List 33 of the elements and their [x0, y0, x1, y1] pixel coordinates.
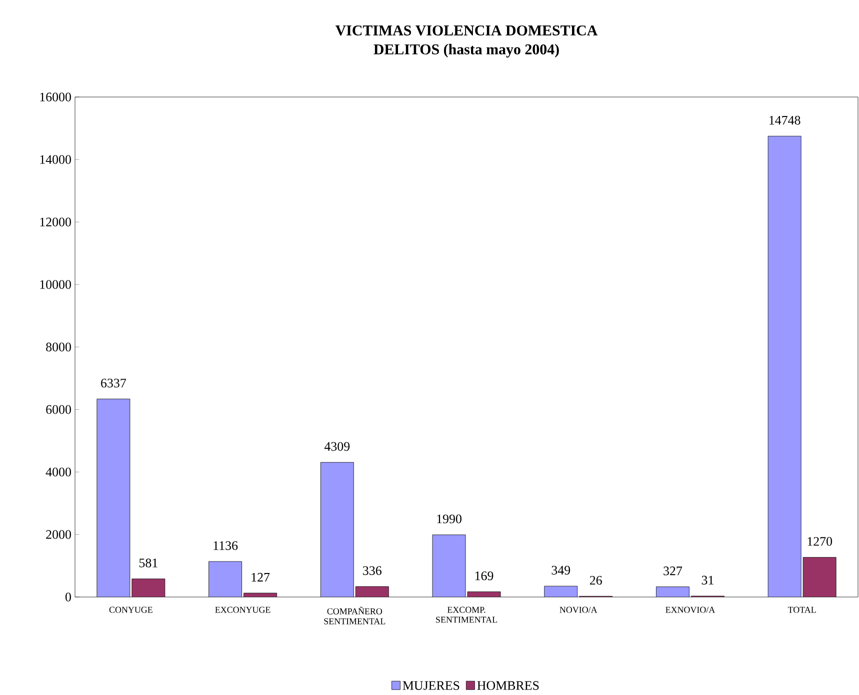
y-tick-label: 4000: [46, 468, 71, 476]
x-tick-label: EXNOVIO/A: [666, 606, 716, 613]
data-label: 31: [702, 576, 714, 585]
data-label: 327: [664, 566, 682, 576]
data-label: 26: [590, 576, 602, 585]
y-tick-label: 16000: [40, 92, 71, 102]
legend-label: MUJERES: [402, 681, 460, 690]
data-label: 1270: [808, 537, 832, 546]
data-label: 14748: [770, 116, 800, 125]
data-label: 349: [552, 566, 570, 575]
data-label: 336: [363, 566, 382, 575]
data-label: 581: [139, 558, 158, 568]
x-tick-label: CONYUGE: [109, 606, 152, 613]
chart-title: VICTIMAS VIOLENCIA DOMESTICA DELITOS (hasta mayo 2004): [335, 25, 598, 58]
data-label: 127: [252, 572, 270, 582]
data-label: 1990: [437, 514, 462, 524]
y-tick-label: 12000: [40, 218, 71, 226]
x-tick-label: TOTAL: [788, 606, 816, 613]
y-tick-label: 0: [66, 592, 71, 602]
data-label: 4309: [324, 442, 350, 451]
y-tick-label: 10000: [40, 280, 71, 289]
legend-label: HOMBRES: [477, 681, 539, 690]
x-tick-label: EXCOMP. SENTIMENTAL: [436, 606, 497, 623]
x-tick-label: COMPAÑERO SENTIMENTAL: [324, 606, 386, 624]
y-tick-label: 2000: [46, 530, 71, 539]
x-tick-label: EXCONYUGE: [215, 606, 270, 613]
x-tick-label: NOVIO/A: [560, 606, 598, 613]
data-label: 169: [475, 571, 494, 580]
y-tick-label: 8000: [46, 342, 71, 352]
data-label: 6337: [101, 378, 126, 388]
y-tick-label: 14000: [40, 155, 71, 164]
y-tick-label: 6000: [46, 405, 71, 414]
data-label: 1136: [214, 541, 238, 550]
